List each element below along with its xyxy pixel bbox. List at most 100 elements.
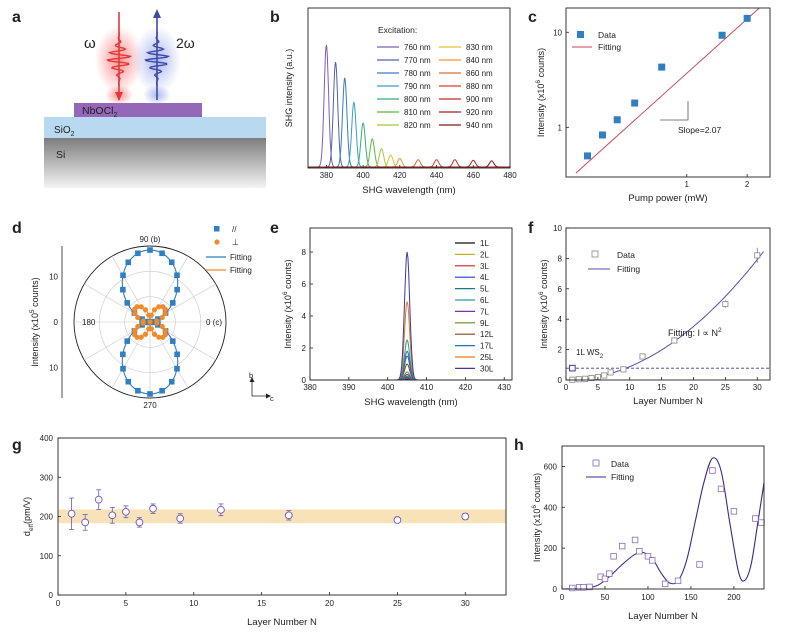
data-point-c-3 — [631, 99, 639, 107]
xtick-label-g-5: 5 — [124, 599, 129, 608]
xtick-label-f-0: 0 — [564, 383, 569, 392]
frame-e — [309, 227, 513, 381]
parallel-point-d-6 — [174, 272, 180, 279]
data-point-h-15 — [696, 561, 703, 568]
perp-point-d-23 — [134, 334, 140, 340]
data-point-h-19 — [752, 515, 759, 522]
perp-point-d-20 — [135, 323, 141, 330]
nbocl2-label-sub: 2 — [114, 112, 118, 119]
xtick-label-e-420: 420 — [459, 383, 473, 392]
crystal-axis-b-label: b — [249, 371, 253, 380]
slope-triangle-c — [660, 101, 689, 121]
ytick-label-h-200: 200 — [544, 544, 558, 553]
data-point-h-20 — [758, 519, 765, 526]
ylabel-b: SHG intensity (a.u.) — [284, 49, 294, 128]
data-point-g-6 — [149, 504, 157, 513]
legend-label-e-1: 2L — [480, 250, 489, 259]
data-point-h-16 — [709, 467, 716, 474]
chart-c: 1 2 1 10 Pump power (mW) Data Fitting Slope=2.0… — [553, 7, 760, 204]
radial-tick-top: 10 — [49, 272, 58, 281]
perp-point-d-35 — [154, 320, 160, 326]
xtick-label-g-10: 10 — [189, 599, 198, 608]
perp-point-d-28 — [148, 326, 154, 332]
data-point-f-6 — [607, 369, 614, 376]
xtick-label-b-400: 400 — [356, 171, 370, 180]
data-point-g-5 — [135, 518, 144, 527]
angle-label-left: 180 — [82, 318, 96, 327]
xtick-label-h-50: 50 — [601, 593, 610, 602]
ref-label-f-sub: 2 — [600, 354, 604, 360]
ylabel-d: Intensity (x105 counts) — [29, 277, 40, 366]
xtick-label-e-390: 390 — [342, 383, 356, 392]
panel-label-e: e — [270, 220, 279, 237]
slope-annotation-c: Slope=2.07 — [678, 125, 722, 135]
ylabel-g-part-1: eff — [28, 524, 35, 531]
xlabel-h: Layer Number N — [628, 611, 698, 622]
legend-label-b-0: 760 nm — [404, 43, 431, 52]
ytick-label-g-200: 200 — [40, 513, 54, 522]
ytick-label-f-6: 6 — [558, 285, 563, 294]
perp-point-d-11 — [142, 307, 149, 313]
xlabel-c: Pump power (mW) — [628, 193, 707, 204]
ytick-label-e-6: 6 — [302, 280, 307, 289]
xtick-label-f-15: 15 — [657, 383, 666, 392]
data-point-h-11 — [644, 553, 652, 560]
legend-marker-f-data — [591, 250, 599, 258]
xtick-label-g-30: 30 — [461, 599, 470, 608]
data-point-g-4 — [122, 507, 130, 516]
ylabel-f-part-2: counts) — [539, 259, 549, 291]
legend-label-e-3: 4L — [480, 273, 489, 282]
xtick-label-h-100: 100 — [641, 593, 655, 602]
data-point-g-11 — [461, 512, 470, 521]
legend-label-c-data: Data — [598, 30, 616, 40]
frame-c — [565, 7, 771, 178]
fundamental-beam-wave — [106, 31, 133, 87]
ylabel-f: Intensity (x106 counts) — [538, 259, 549, 348]
parallel-point-d-29 — [168, 378, 175, 385]
legend-marker-d-perp — [214, 239, 220, 245]
ytick-label-e-0: 0 — [302, 376, 307, 385]
panel-label-g: g — [12, 437, 22, 454]
perp-point-d-5 — [160, 304, 166, 310]
two-omega-label: 2ω — [176, 35, 195, 51]
legend-label-b-4: 800 nm — [404, 95, 431, 104]
ytick-label-e-4: 4 — [302, 312, 307, 321]
xtick-label-f-25: 25 — [721, 383, 730, 392]
legend-label-d-fit1: Fitting — [230, 253, 252, 262]
legend-label-e-0: 1L — [480, 239, 489, 248]
ytick-label-e-2: 2 — [302, 344, 307, 353]
perp-point-d-3 — [162, 310, 168, 316]
angle-label-bottom: 270 — [143, 401, 157, 410]
perp-point-d-33 — [162, 328, 168, 334]
legend-title-b: Excitation: — [378, 25, 417, 35]
legend-label-b-6: 820 nm — [404, 121, 431, 130]
angle-label-right: 0 (c) — [206, 318, 222, 327]
data-point-f-10 — [722, 300, 729, 307]
radial-tick-bottom: 10 — [49, 364, 58, 373]
ylabel-c: Intensity (x106 counts) — [535, 48, 546, 137]
series-line-940-nm — [308, 160, 510, 168]
data-point-f-9 — [671, 337, 678, 344]
ytick-label-h-400: 400 — [544, 503, 558, 512]
legend-label-b-11: 900 nm — [466, 95, 493, 104]
ylabel-h-part-0: Intensity (x10 — [532, 509, 542, 563]
parallel-point-d-10 — [135, 250, 141, 257]
xtick-label-f-5: 5 — [596, 383, 601, 392]
ylabel-g-part-2: (pm/V) — [22, 497, 32, 524]
sio2-label: SiO2 — [54, 125, 75, 138]
legend-label-b-5: 810 nm — [404, 108, 431, 117]
ylabel-d-part-2: counts) — [30, 277, 40, 309]
perp-point-d-19 — [140, 320, 146, 326]
legend-label-e-4: 5L — [480, 285, 489, 294]
xtick-label-b-440: 440 — [430, 171, 444, 180]
legend-label-e-2: 3L — [480, 262, 489, 271]
data-point-g-8 — [217, 505, 225, 514]
perp-point-d-15 — [132, 310, 138, 316]
fit-curve-h — [561, 457, 765, 590]
chart-f: 0 5 10 15 20 25 30 0 2 4 6 8 10 Layer Number N Data Fit… — [553, 224, 770, 407]
ylabel-f-part-1: 6 — [538, 291, 545, 295]
ylabel-g: deff(pm/V) — [22, 497, 35, 536]
sio2-label-sub: 2 — [71, 131, 75, 138]
